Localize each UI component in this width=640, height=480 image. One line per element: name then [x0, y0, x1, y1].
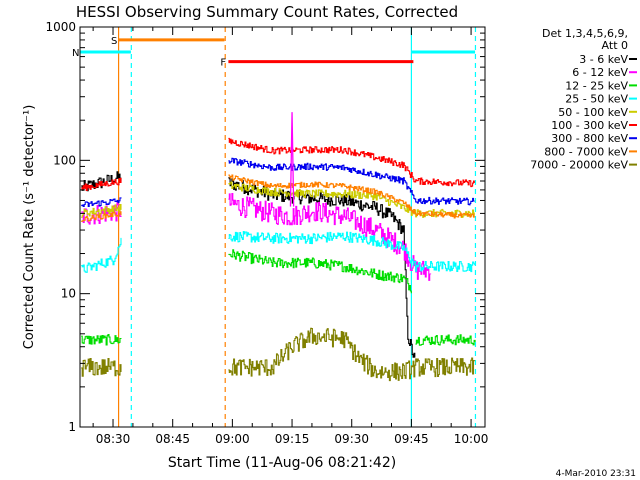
- series-line-pre: [81, 237, 122, 273]
- legend-entry: 25 - 50 keV: [565, 93, 628, 106]
- x-tick-label: 09:15: [275, 432, 310, 446]
- series-12-25-keV: [81, 249, 476, 346]
- legend-entry: 7000 - 20000 keV: [530, 159, 628, 172]
- x-tick-label: 08:30: [96, 432, 131, 446]
- y-axis-label: Corrected Count Rate (s⁻¹ detector⁻¹): [22, 105, 37, 350]
- x-tick-label: 08:45: [155, 432, 190, 446]
- series-line-post: [228, 181, 475, 218]
- flag-label: S: [111, 36, 117, 47]
- legend-entry: 300 - 800 keV: [551, 132, 628, 145]
- series-line-pre: [81, 177, 122, 191]
- y-tick-label: 1000: [45, 20, 76, 34]
- legend-entry: 12 - 25 keV: [565, 79, 628, 92]
- legend-entry: 50 - 100 keV: [558, 106, 628, 119]
- series-7000-20000-keV: [81, 327, 475, 382]
- series-line-pre: [81, 357, 122, 377]
- series-100-300-keV: [81, 137, 475, 191]
- timestamp: 4-Mar-2010 23:31: [556, 469, 636, 479]
- series-25-50-keV: [81, 231, 475, 273]
- x-tick-label: 10:00: [454, 432, 489, 446]
- series-line-post: [228, 137, 475, 188]
- legend-entry: 6 - 12 keV: [572, 66, 628, 79]
- legend-entry: 3 - 6 keV: [579, 53, 628, 66]
- x-tick-label: 09:30: [334, 432, 369, 446]
- x-axis-label: Start Time (11-Aug-06 08:21:42): [168, 455, 396, 471]
- legend-entry: 800 - 7000 keV: [544, 145, 628, 158]
- spike-line: [289, 112, 295, 207]
- series-50-100-keV: [81, 181, 475, 218]
- x-tick-label: 09:45: [394, 432, 429, 446]
- legend-header: Att 0: [602, 39, 628, 52]
- series-line-post: [228, 157, 475, 206]
- series-line-post: [228, 249, 412, 294]
- series-line-tail: [415, 334, 476, 346]
- series-line-post: [228, 193, 432, 281]
- x-tick-label: 09:00: [215, 432, 250, 446]
- series-line-pre: [81, 197, 122, 208]
- series-line-pre: [81, 204, 122, 218]
- series-300-800-keV: [81, 157, 475, 208]
- chart-title: HESSI Observing Summary Count Rates, Cor…: [76, 3, 458, 21]
- legend-header: Det 1,3,4,5,6,9,: [542, 27, 628, 40]
- series-800-7000-keV: [81, 174, 475, 222]
- series-line-post: [228, 231, 475, 273]
- y-tick-label: 100: [53, 153, 76, 167]
- series-line-pre: [81, 334, 122, 346]
- plot-frame: [79, 26, 486, 428]
- legend-entry: 100 - 300 keV: [551, 119, 628, 132]
- series-line-post: [228, 327, 475, 382]
- series-line-pre: [81, 211, 122, 222]
- y-tick-label: 1: [68, 420, 76, 434]
- series-line-post: [228, 174, 475, 219]
- flag-label: N: [72, 48, 79, 59]
- flag-label: F: [220, 58, 226, 69]
- y-tick-label: 10: [61, 287, 76, 301]
